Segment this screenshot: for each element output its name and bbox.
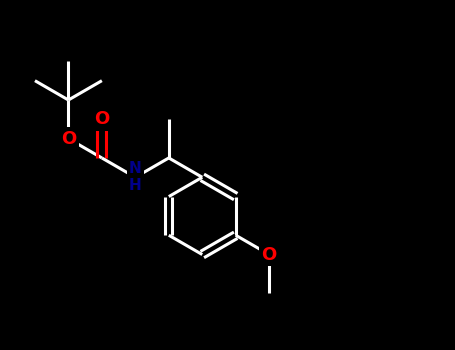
Text: O: O	[61, 130, 76, 148]
Text: N
H: N H	[129, 161, 142, 194]
Text: O: O	[94, 110, 110, 128]
Text: O: O	[262, 246, 277, 264]
